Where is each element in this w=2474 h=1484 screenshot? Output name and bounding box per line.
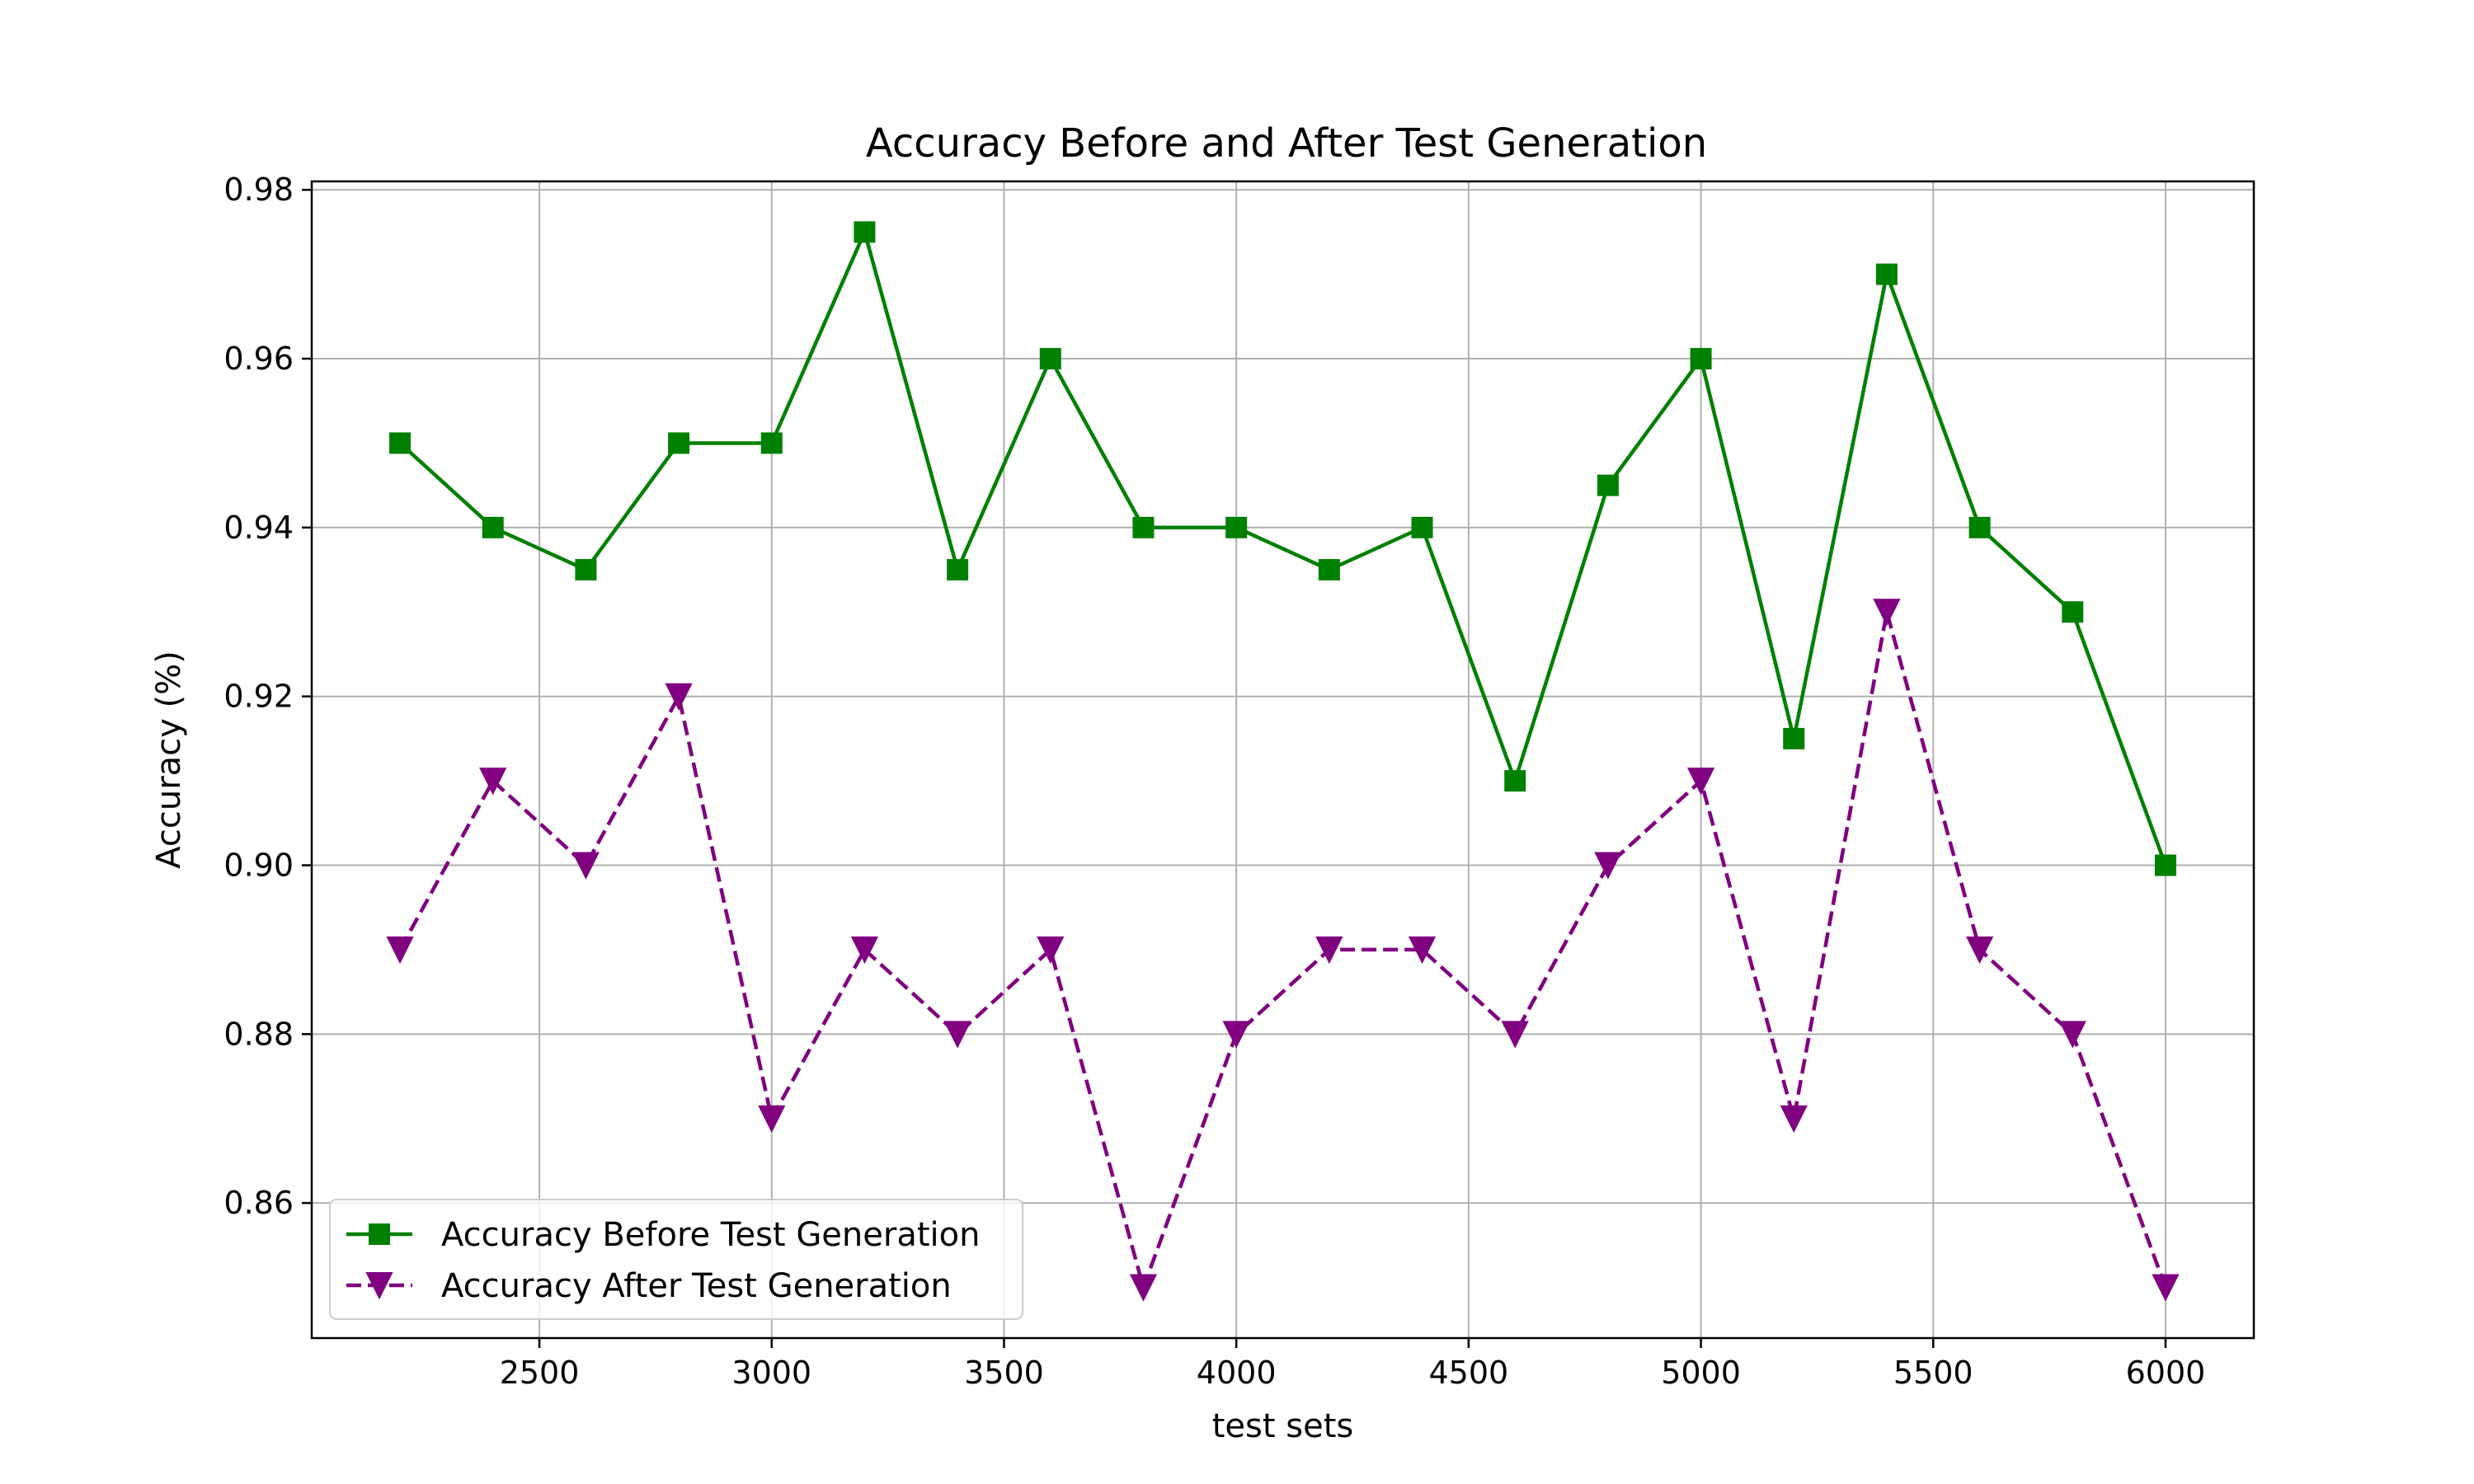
axis-ticks: 2500 3000 3500 4000 4500 5000 5500 6000 0.86 0.88… bbox=[223, 171, 2205, 1391]
data-point bbox=[389, 432, 412, 454]
x-tick-label: 3500 bbox=[964, 1355, 1044, 1391]
legend-entry: Accuracy Before Test Generation bbox=[346, 1216, 980, 1254]
data-point bbox=[1594, 852, 1622, 880]
data-point bbox=[1222, 1021, 1250, 1049]
y-tick-label: 0.90 bbox=[223, 848, 294, 884]
data-series bbox=[386, 221, 2180, 1302]
chart-title: Accuracy Before and After Test Generatio… bbox=[866, 120, 1707, 167]
legend-marker bbox=[369, 1223, 390, 1245]
y-tick-label: 0.94 bbox=[223, 510, 294, 546]
y-tick-label: 0.88 bbox=[223, 1016, 294, 1052]
data-point bbox=[1501, 1021, 1529, 1049]
data-point bbox=[1039, 348, 1061, 370]
data-point bbox=[1132, 516, 1155, 538]
legend-entry: Accuracy After Test Generation bbox=[346, 1267, 952, 1305]
data-point bbox=[1318, 559, 1340, 581]
data-point bbox=[850, 936, 879, 965]
data-point bbox=[1965, 936, 1994, 965]
data-point bbox=[760, 432, 783, 454]
data-point bbox=[1129, 1274, 1158, 1302]
legend-label: Accuracy After Test Generation bbox=[441, 1267, 952, 1305]
series-1 bbox=[389, 221, 2176, 876]
data-point bbox=[575, 559, 597, 581]
x-tick-label: 5000 bbox=[1661, 1355, 1741, 1391]
data-point bbox=[1504, 770, 1526, 792]
data-point bbox=[943, 1021, 971, 1049]
data-point bbox=[854, 221, 876, 243]
data-point bbox=[1690, 348, 1712, 370]
series-line bbox=[398, 230, 2168, 866]
data-point bbox=[665, 683, 693, 711]
x-tick-label: 5500 bbox=[1893, 1355, 1973, 1391]
y-tick-label: 0.86 bbox=[223, 1185, 294, 1221]
data-point bbox=[1780, 1105, 1808, 1133]
legend: Accuracy Before Test Generation Accuracy … bbox=[329, 1199, 1023, 1320]
data-point bbox=[482, 516, 504, 538]
data-point bbox=[947, 559, 969, 581]
data-point bbox=[1408, 936, 1437, 965]
data-point bbox=[1315, 936, 1343, 965]
y-tick-label: 0.92 bbox=[223, 679, 294, 715]
data-point bbox=[479, 768, 507, 796]
y-axis-label: Accuracy (%) bbox=[150, 650, 188, 869]
data-point bbox=[1037, 936, 1065, 965]
data-point bbox=[2058, 1021, 2086, 1049]
x-tick-label: 6000 bbox=[2126, 1355, 2206, 1391]
legend-box bbox=[329, 1199, 1023, 1320]
x-tick-label: 2500 bbox=[500, 1355, 580, 1391]
data-point bbox=[1873, 599, 1901, 627]
y-tick-label: 0.96 bbox=[223, 340, 294, 377]
data-point bbox=[386, 936, 414, 965]
data-point bbox=[571, 852, 600, 880]
legend-marker bbox=[365, 1272, 393, 1300]
data-point bbox=[758, 1105, 786, 1133]
series-2 bbox=[386, 599, 2180, 1302]
x-axis-label: test sets bbox=[1212, 1407, 1354, 1445]
data-point bbox=[1968, 516, 1991, 538]
data-point bbox=[2062, 601, 2084, 623]
data-point bbox=[2152, 1274, 2180, 1302]
data-point bbox=[1411, 516, 1433, 538]
plot-frame bbox=[310, 180, 2255, 1340]
x-tick-label: 4000 bbox=[1197, 1355, 1277, 1391]
series-line bbox=[398, 610, 2168, 1289]
data-point bbox=[1686, 768, 1715, 796]
y-tick-label: 0.98 bbox=[223, 171, 294, 208]
data-point bbox=[1597, 474, 1619, 496]
data-point bbox=[668, 432, 690, 454]
data-point bbox=[1225, 516, 1248, 538]
legend-label: Accuracy Before Test Generation bbox=[441, 1216, 980, 1254]
data-point bbox=[1875, 263, 1898, 285]
x-tick-label: 3000 bbox=[731, 1355, 811, 1391]
x-tick-label: 4500 bbox=[1428, 1355, 1508, 1391]
data-point bbox=[1783, 727, 1805, 749]
data-point bbox=[2154, 854, 2176, 876]
